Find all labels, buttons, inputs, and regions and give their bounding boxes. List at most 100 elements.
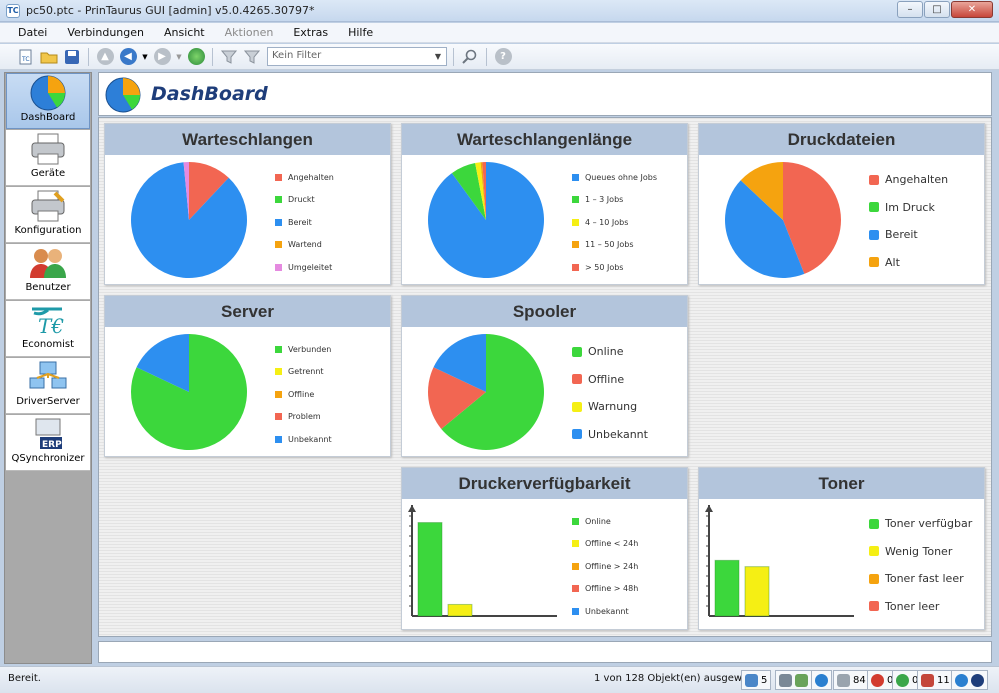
bar-online <box>417 522 443 617</box>
status-panel-ie[interactable] <box>811 670 832 690</box>
status-panel-network[interactable] <box>775 670 812 690</box>
legend-label: Online <box>588 345 624 359</box>
menu-verbindungen[interactable]: Verbindungen <box>67 26 144 39</box>
toolbar-separator <box>212 47 213 66</box>
card-title: Spooler <box>402 296 687 327</box>
sidebar-item-dashboard[interactable]: DashBoard <box>6 73 90 129</box>
erp-sync-icon: ERP <box>28 416 68 452</box>
legend-item: Angehalten <box>869 166 948 194</box>
legend-item: Problem <box>275 406 332 429</box>
pie-slice-offline <box>428 367 486 429</box>
menu-ansicht[interactable]: Ansicht <box>163 26 205 39</box>
status-panel-printer-ok[interactable]: 0 <box>892 670 923 690</box>
selection-count: 1 von 128 Objekt(en) ausgewählt. <box>594 673 765 684</box>
legend-swatch <box>869 518 879 529</box>
legend-swatch <box>572 429 582 440</box>
card-title: Warteschlangen <box>105 124 390 155</box>
bar-chart-druckerverfuegbarkeit <box>408 505 557 617</box>
back-icon[interactable]: ◀ <box>118 47 138 67</box>
dashboard-pie-icon <box>103 76 143 117</box>
legend-item: Bereit <box>869 221 948 249</box>
legend-swatch <box>869 202 879 213</box>
menu-hilfe[interactable]: Hilfe <box>348 26 374 39</box>
pie-slice-angehalten <box>783 162 841 274</box>
status-panel-globe[interactable] <box>951 670 988 690</box>
legend-swatch <box>275 218 282 226</box>
menu-extras[interactable]: Extras <box>293 26 329 39</box>
sidebar-item-qsynchronizer[interactable]: ERP QSynchronizer <box>6 415 90 471</box>
pie-slice-alt <box>740 162 783 220</box>
legend-label: Im Druck <box>885 200 935 214</box>
sidebar-item-benutzer[interactable]: Benutzer <box>6 244 90 300</box>
legend-label: Warnung <box>588 400 638 414</box>
legend-label: Wartend <box>288 240 322 250</box>
legend-label: Wenig Toner <box>885 544 953 558</box>
legend-swatch <box>275 241 282 249</box>
filter-icon[interactable] <box>219 47 239 67</box>
filter-select[interactable]: Kein Filter ▼ <box>267 47 447 66</box>
legend-item: Offline > 48h <box>572 578 638 601</box>
legend: Verbunden Getrennt Offline Problem Unbekannt <box>275 338 332 451</box>
legend-item: 1 – 3 Jobs <box>572 189 657 212</box>
toolbar-separator <box>486 47 487 66</box>
status-panel-server[interactable]: 5 <box>741 670 772 690</box>
search-icon[interactable] <box>460 47 480 67</box>
status-panel-value: 84 <box>853 674 866 686</box>
legend-swatch <box>869 229 879 240</box>
toolbar-separator <box>88 47 89 66</box>
sidebar-item-driverserver[interactable]: DriverServer <box>6 358 90 414</box>
save-icon[interactable] <box>62 47 82 67</box>
toolbar: TC ▲ ◀ ▼ ▶ ▼ Kein Filter ▼ ? <box>0 44 999 70</box>
legend-label: 1 – 3 Jobs <box>585 195 624 205</box>
legend-label: Angehalten <box>288 172 334 182</box>
menu-aktionen[interactable]: Aktionen <box>224 26 274 39</box>
legend-item: 4 – 10 Jobs <box>572 211 657 234</box>
sidebar-item-konfiguration[interactable]: Konfiguration <box>6 187 90 243</box>
legend-swatch <box>572 607 579 615</box>
help-icon[interactable]: ? <box>493 47 513 67</box>
legend-label: Offline <box>588 372 625 386</box>
status-panel-printer-error[interactable]: 0 <box>867 670 898 690</box>
card-spooler: Spooler Online Offline Warnung Unbekannt <box>401 295 688 457</box>
pie-slice-unbekannt <box>433 334 486 392</box>
legend-item: Bereit <box>275 211 334 234</box>
app-icon: TC <box>6 4 20 18</box>
forward-icon[interactable]: ▶ <box>152 47 172 67</box>
bar-offline-24h <box>447 603 473 617</box>
window-title: pc50.ptc - PrinTaurus GUI [admin] v5.0.4… <box>26 4 315 17</box>
legend-item: Druckt <box>275 189 334 212</box>
card-server: Server Verbunden Getrennt Offline Problem Un… <box>104 295 391 457</box>
legend-swatch <box>275 413 282 421</box>
status-panel-queue[interactable]: 11 <box>917 670 954 690</box>
sidebar-item-label: DriverServer <box>16 396 80 407</box>
minimize-button[interactable]: – <box>897 1 923 18</box>
pie-slice-unbekannt <box>136 334 189 392</box>
legend-item: Verbunden <box>275 338 332 361</box>
legend-swatch <box>572 562 579 570</box>
card-title: Toner <box>699 468 984 499</box>
open-folder-icon[interactable] <box>39 47 59 67</box>
filter-edit-icon[interactable] <box>242 47 262 67</box>
chevron-down-icon[interactable]: ▼ <box>434 52 442 61</box>
svg-text:TC: TC <box>21 56 30 63</box>
menu-datei[interactable]: Datei <box>18 26 48 39</box>
maximize-button[interactable]: □ <box>924 1 950 18</box>
refresh-globe-icon[interactable] <box>186 47 206 67</box>
close-button[interactable]: ✕ <box>951 1 993 18</box>
sidebar-item-economist[interactable]: T€ Economist <box>6 301 90 357</box>
new-file-icon[interactable]: TC <box>16 47 36 67</box>
globe-icon <box>971 673 984 687</box>
card-druckerverfuegbarkeit: Druckerverfügbarkeit Online Offline < 24h… <box>401 467 688 630</box>
sidebar-item-label: QSynchronizer <box>11 453 85 464</box>
up-icon[interactable]: ▲ <box>95 47 115 67</box>
forward-dropdown-icon[interactable]: ▼ <box>176 52 182 61</box>
status-panel-printers[interactable]: 84 <box>833 670 870 690</box>
legend-label: Toner leer <box>885 599 940 613</box>
back-dropdown-icon[interactable]: ▼ <box>142 52 148 61</box>
legend: Angehalten Im Druck Bereit Alt <box>869 166 948 276</box>
svg-text:ERP: ERP <box>42 440 62 450</box>
printer-wrench-icon <box>28 188 68 224</box>
sidebar-item-geraete[interactable]: Geräte <box>6 130 90 186</box>
printer-ok-icon <box>896 673 909 687</box>
legend-label: Queues ohne Jobs <box>585 172 657 182</box>
